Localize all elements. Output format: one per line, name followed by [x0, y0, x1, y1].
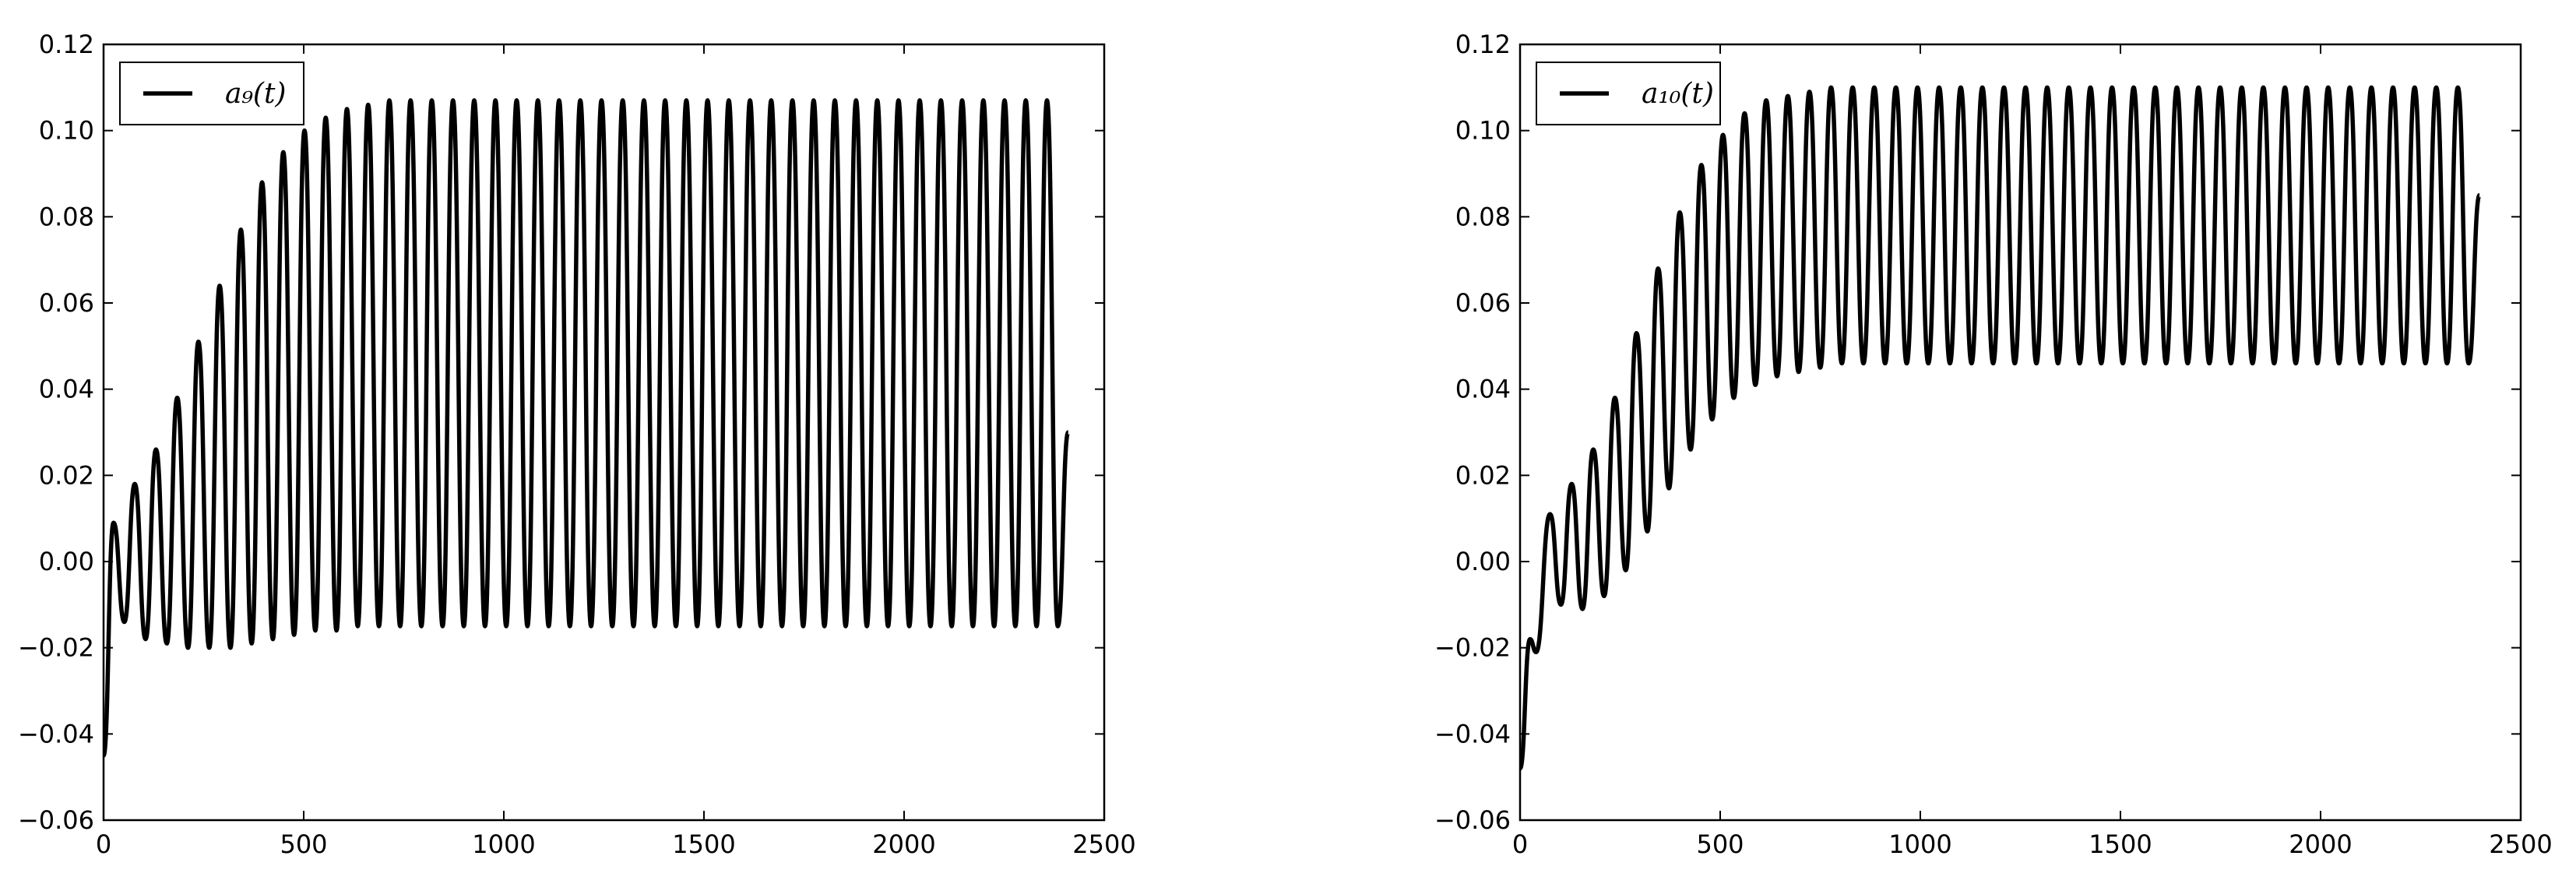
y-tick-label: 0.02 [39, 460, 94, 490]
x-tick-label: 1500 [672, 829, 735, 859]
x-tick-label: 0 [1512, 829, 1528, 859]
axes-frame [1519, 43, 2522, 822]
x-tick-label: 500 [280, 829, 327, 859]
y-tick-label: 0.04 [1455, 375, 1511, 404]
x-tick-label: 0 [96, 829, 111, 859]
y-tick-label: 0.00 [39, 547, 94, 576]
y-tick-label: 0.00 [1455, 547, 1511, 576]
y-tick-label: 0.10 [39, 116, 94, 146]
x-tick-label: 1000 [472, 829, 535, 859]
y-tick-label: 0.06 [1455, 288, 1511, 318]
axes-frame [102, 43, 1106, 822]
x-tick-label: 1500 [2089, 829, 2152, 859]
y-tick-label: 0.04 [39, 375, 94, 404]
x-tick-label: 500 [1696, 829, 1744, 859]
y-tick-label: 0.08 [1455, 202, 1511, 231]
y-tick-label: 0.12 [1455, 30, 1511, 59]
x-tick-label: 2500 [2489, 829, 2552, 859]
legend-label: a₉(t) [225, 78, 286, 110]
y-tick-label: −0.04 [18, 719, 94, 748]
chart: −0.06 −0.04 −0.02 0.00 0.02 0.04 0.06 0.08 0.10 0… [1434, 30, 2553, 859]
y-tick-label: 0.10 [1455, 116, 1511, 146]
chart: −0.06 −0.04 −0.02 0.00 0.02 0.04 0.06 0.08 0.10 0… [18, 30, 1136, 859]
y-tick-label: −0.02 [18, 633, 94, 663]
y-tick-label: 0.02 [1455, 460, 1511, 490]
x-tick-label: 2000 [2289, 829, 2352, 859]
data-line [104, 98, 1071, 758]
data-line [1520, 85, 2482, 771]
y-tick-label: 0.06 [39, 288, 94, 318]
y-tick-label: −0.02 [1434, 633, 1511, 663]
y-tick-label: −0.06 [18, 805, 94, 835]
y-tick-label: −0.06 [1434, 805, 1511, 835]
y-tick-label: −0.04 [1434, 719, 1511, 748]
y-tick-label: 0.12 [39, 30, 94, 59]
x-tick-label: 2500 [1072, 829, 1135, 859]
legend-label: a₁₀(t) [1642, 78, 1714, 110]
x-tick-label: 2000 [872, 829, 935, 859]
x-tick-label: 1000 [1888, 829, 1951, 859]
y-tick-label: 0.08 [39, 202, 94, 231]
